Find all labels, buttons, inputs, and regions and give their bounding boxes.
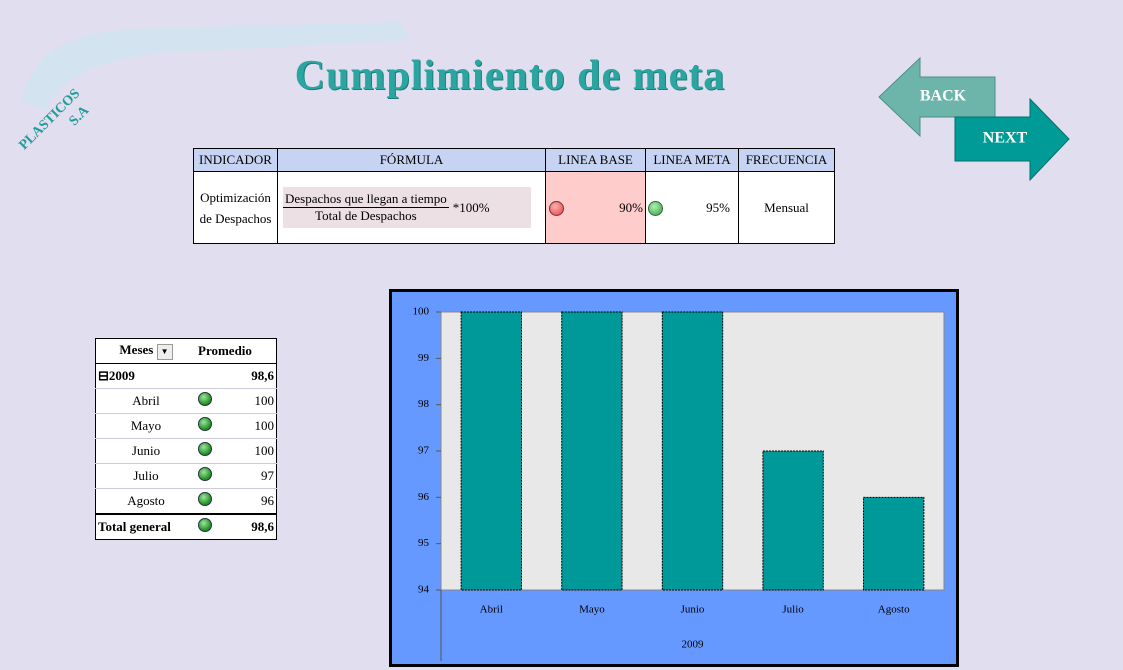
- pivot-month: Agosto: [96, 489, 197, 515]
- pivot-month: Julio: [96, 464, 197, 489]
- base-value: 90%: [619, 200, 643, 215]
- pivot-total-value: 98,6: [220, 514, 277, 540]
- pivot-year: ⊟2009: [96, 364, 197, 389]
- frequency-cell: Mensual: [739, 172, 835, 244]
- meta-cell: 95%: [646, 172, 739, 244]
- pivot-month: Abril: [96, 389, 197, 414]
- bar: [662, 312, 722, 590]
- pivot-value: 100: [220, 389, 277, 414]
- x-tick-label: Julio: [782, 604, 804, 616]
- header-cell: FRECUENCIA: [739, 149, 835, 172]
- pivot-table: Meses ▼ Promedio ⊟2009 98,6 Abril 100 May…: [95, 338, 277, 540]
- header-cell: LINEA BASE: [546, 149, 646, 172]
- status-icon: [198, 467, 212, 481]
- y-tick-label: 94: [418, 584, 430, 596]
- pivot-total-label: Total general: [96, 514, 197, 540]
- pivot-value: 100: [220, 439, 277, 464]
- nav: BACK NEXT: [875, 55, 1075, 185]
- bar: [763, 451, 823, 590]
- y-tick-label: 95: [418, 537, 430, 549]
- pivot-year-value: 98,6: [220, 364, 277, 389]
- bar: [562, 312, 622, 590]
- chart: 94 95 96 97 98 99 100 Abril Mayo Junio Julio Agosto…: [389, 289, 959, 667]
- page: PLASTICOS S.A Cumplimiento de meta BACK …: [0, 0, 1123, 670]
- formula-cell: Despachos que llegan a tiempo Total de D…: [278, 172, 546, 244]
- filter-button[interactable]: ▼: [157, 344, 173, 360]
- y-tick-label: 98: [418, 398, 430, 410]
- back-label[interactable]: BACK: [920, 88, 967, 105]
- base-cell: 90%: [546, 172, 646, 244]
- formula-numerator: Despachos que llegan a tiempo: [283, 191, 449, 208]
- status-icon: [549, 201, 564, 216]
- status-icon: [198, 417, 212, 431]
- y-tick-label: 99: [418, 352, 430, 364]
- y-tick-label: 100: [413, 306, 430, 318]
- y-tick-label: 97: [418, 445, 430, 457]
- x-tick-label: Agosto: [878, 604, 910, 616]
- pivot-month: Junio: [96, 439, 197, 464]
- header-cell: INDICADOR: [194, 149, 278, 172]
- pivot-header-text: Meses: [119, 342, 153, 357]
- formula-factor: *100%: [453, 200, 490, 216]
- meta-value: 95%: [706, 200, 730, 215]
- x-tick-label: Junio: [681, 604, 705, 616]
- pivot-header: Promedio: [196, 339, 277, 364]
- pivot-month: Mayo: [96, 414, 197, 439]
- page-title: Cumplimiento de meta: [180, 52, 840, 100]
- pivot-value: 97: [220, 464, 277, 489]
- x-tick-label: Abril: [480, 604, 503, 616]
- status-icon: [198, 518, 212, 532]
- x-tick-label: Mayo: [579, 604, 605, 616]
- y-tick-label: 96: [418, 491, 430, 503]
- pivot-value: 96: [220, 489, 277, 515]
- status-icon: [198, 442, 212, 456]
- header-cell: LINEA META: [646, 149, 739, 172]
- indicator-cell: Optimización de Despachos: [194, 172, 278, 244]
- bar: [461, 312, 521, 590]
- bar: [864, 497, 924, 590]
- pivot-header: Meses ▼: [96, 339, 197, 364]
- formula-denominator: Total de Despachos: [283, 208, 449, 224]
- status-icon: [198, 392, 212, 406]
- status-icon: [198, 492, 212, 506]
- header-cell: FÓRMULA: [278, 149, 546, 172]
- indicator-table: INDICADOR FÓRMULA LINEA BASE LINEA META …: [193, 148, 835, 244]
- pivot-year-text: 2009: [109, 368, 135, 383]
- pivot-value: 100: [220, 414, 277, 439]
- next-label[interactable]: NEXT: [983, 130, 1028, 147]
- status-icon: [648, 201, 663, 216]
- x-group-label: 2009: [682, 639, 705, 651]
